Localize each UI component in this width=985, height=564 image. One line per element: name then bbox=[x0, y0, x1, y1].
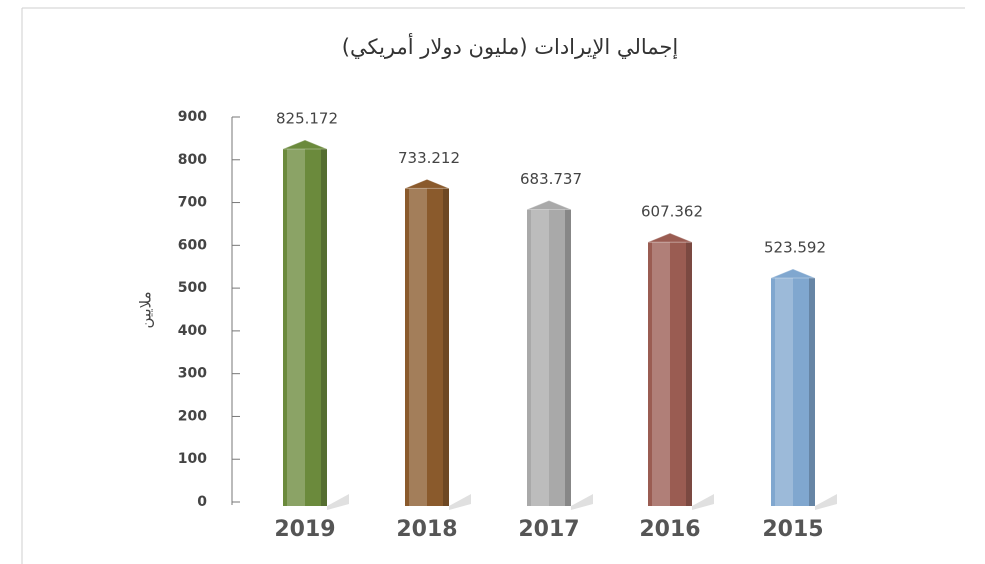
bar-shadow bbox=[692, 494, 714, 510]
bar bbox=[527, 209, 571, 506]
value-label: 683.737 bbox=[520, 170, 582, 188]
bar-facet bbox=[531, 209, 549, 506]
bar-cap bbox=[770, 268, 816, 279]
bar-edge bbox=[565, 209, 571, 506]
bar-cap bbox=[282, 139, 328, 150]
chart-title: إجمالي الإيرادات (مليون دولار أمريكي) bbox=[342, 33, 678, 60]
bar bbox=[648, 242, 692, 507]
bar-edge bbox=[686, 242, 692, 507]
y-tick-label: 900 bbox=[178, 109, 207, 125]
bar-edge bbox=[809, 278, 815, 506]
y-tick-label: 500 bbox=[178, 280, 207, 296]
bar-facet bbox=[775, 278, 793, 506]
value-label: 825.172 bbox=[276, 110, 338, 128]
bar-shadow bbox=[327, 494, 349, 510]
bar-facet bbox=[409, 188, 427, 506]
bar-cap bbox=[526, 199, 572, 211]
y-tick-label: 700 bbox=[178, 195, 207, 211]
bar-facet bbox=[652, 242, 670, 507]
y-tick-label: 600 bbox=[178, 237, 207, 253]
bar-shadow bbox=[449, 494, 471, 510]
bar bbox=[405, 188, 449, 506]
y-axis-label: ملايين bbox=[137, 291, 155, 328]
x-tick-label: 2015 bbox=[762, 517, 823, 542]
bar-shadow bbox=[815, 494, 837, 510]
y-tick-label: 200 bbox=[178, 408, 207, 424]
bar-cap bbox=[647, 232, 693, 243]
y-tick-label: 100 bbox=[178, 451, 207, 467]
y-tick-label: 800 bbox=[178, 152, 207, 168]
y-tick-label: 300 bbox=[178, 366, 207, 382]
bar-facet bbox=[287, 149, 305, 506]
bar-edge bbox=[321, 149, 327, 506]
value-label: 733.212 bbox=[398, 149, 460, 167]
x-tick-label: 2017 bbox=[518, 517, 579, 542]
x-tick-label: 2018 bbox=[396, 517, 457, 542]
value-label: 523.592 bbox=[764, 239, 826, 257]
x-tick-label: 2016 bbox=[639, 517, 700, 542]
y-tick-label: 0 bbox=[197, 494, 207, 510]
y-tick-label: 400 bbox=[178, 323, 207, 339]
bar-edge bbox=[443, 188, 449, 506]
x-tick-label: 2019 bbox=[274, 517, 335, 542]
bar-cap bbox=[404, 178, 450, 189]
bar bbox=[283, 149, 327, 506]
bar bbox=[771, 278, 815, 506]
value-label: 607.362 bbox=[641, 203, 703, 221]
bar-shadow bbox=[571, 494, 593, 510]
